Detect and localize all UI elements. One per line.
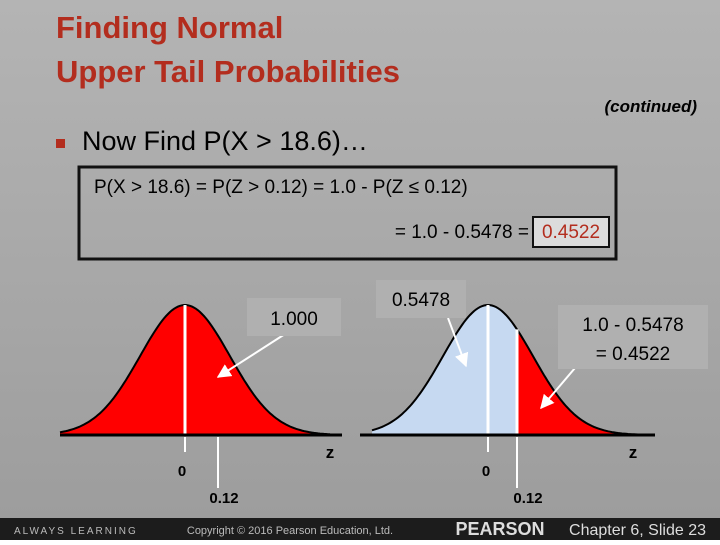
equation-box — [77, 165, 618, 261]
tail-label: 1.0 - 0.5478 — [582, 315, 683, 336]
area-label: 1.000 — [270, 309, 318, 330]
tick-label: 0.12 — [209, 490, 238, 507]
brand: PEARSON — [455, 519, 544, 539]
area-label: 0.5478 — [392, 290, 450, 311]
label-box — [247, 298, 341, 336]
tick-label: 0 — [178, 463, 186, 480]
curve-outline — [371, 303, 645, 436]
label-box — [558, 305, 708, 369]
equation-line: P(X > 18.6) = P(Z > 0.12) = 1.0 - P(Z ≤ … — [94, 177, 468, 198]
slide-number: Chapter 6, Slide 23 — [569, 522, 706, 539]
title-line: Finding Normal — [56, 10, 283, 45]
tail-label: = 0.4522 — [596, 344, 671, 365]
curve-area — [372, 305, 517, 435]
continued: (continued) — [604, 97, 697, 116]
arrow — [540, 367, 576, 410]
arrow — [216, 333, 286, 378]
tick-label: 0.12 — [513, 490, 542, 507]
axis-label: z — [629, 443, 638, 462]
bullet-marker — [56, 139, 65, 148]
curve-outline — [59, 304, 331, 436]
label-box — [376, 280, 466, 318]
axis-label: z — [326, 443, 335, 462]
highlight: 0.4522 — [542, 222, 600, 243]
title-line: Upper Tail Probabilities — [56, 54, 400, 89]
footer-bar — [0, 518, 720, 540]
highlight-box — [532, 216, 610, 248]
footer-left: ALWAYS LEARNING — [14, 526, 138, 537]
arrow — [447, 317, 469, 368]
equation-line: = 1.0 - 0.5478 = — [395, 222, 529, 243]
bullet-text: Now Find P(X > 18.6)… — [82, 126, 368, 156]
tick-label: 0 — [482, 463, 490, 480]
copyright: Copyright © 2016 Pearson Education, Ltd. — [187, 525, 393, 537]
curve-area — [60, 305, 330, 435]
